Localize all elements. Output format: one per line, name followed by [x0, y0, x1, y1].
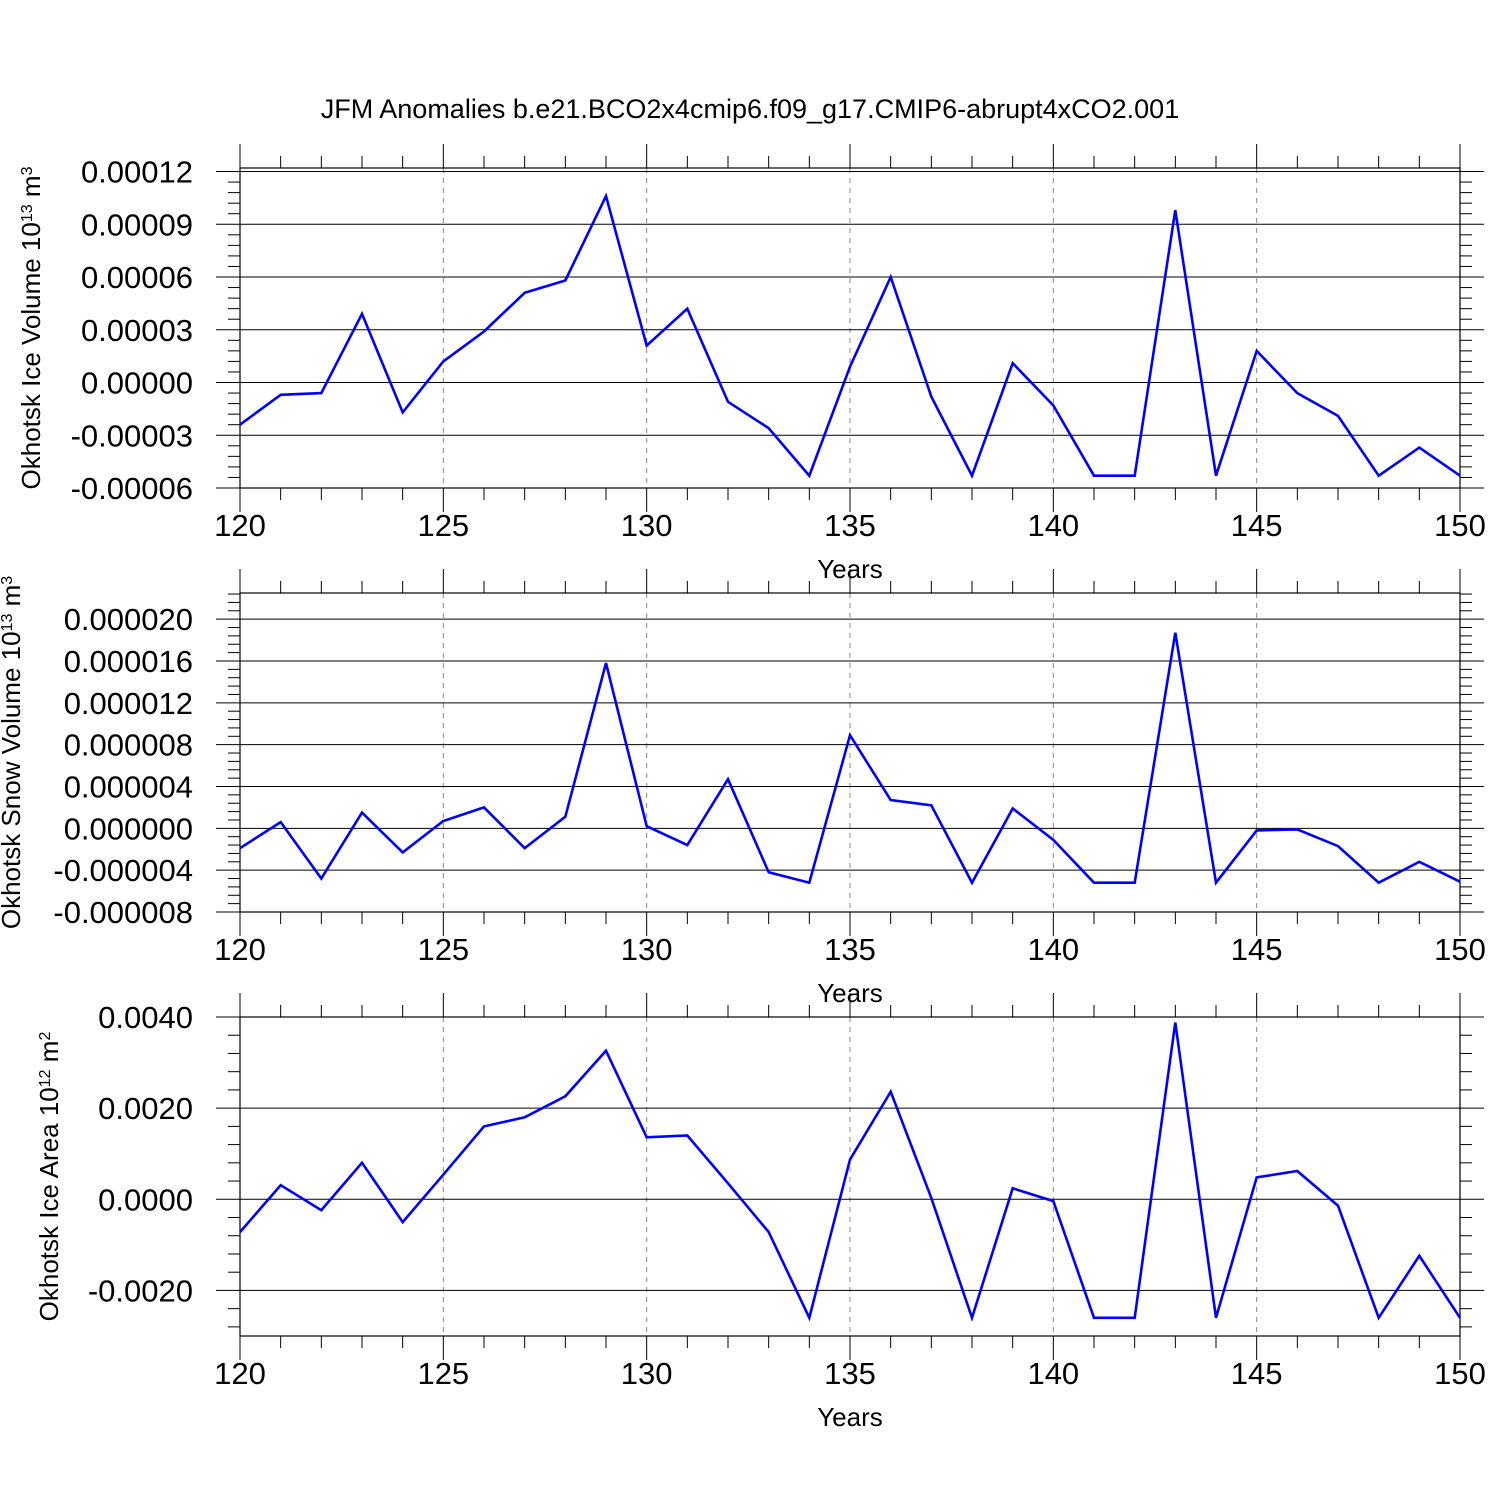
y-tick-label: 0.000008 — [64, 728, 193, 763]
x-tick-label: 130 — [621, 508, 673, 543]
chart-title: JFM Anomalies b.e21.BCO2x4cmip6.f09_g17.… — [321, 94, 1179, 124]
y-tick-label: 0.00012 — [81, 155, 193, 190]
y-axis-label-superscript: 13 — [0, 614, 16, 632]
y-tick-label: 0.00006 — [81, 260, 193, 295]
y-axis-label-part: m — [16, 175, 46, 204]
y-axis-label: Okhotsk Ice Volume 1013 m3 — [16, 166, 46, 489]
x-tick-label: 120 — [214, 932, 266, 967]
y-axis-label-part: m — [34, 1041, 64, 1070]
x-tick-label: 120 — [214, 1356, 266, 1391]
x-tick-label: 130 — [621, 932, 673, 967]
y-tick-label: 0.00000 — [81, 366, 193, 401]
x-tick-label: 150 — [1434, 508, 1486, 543]
y-tick-label: -0.0020 — [88, 1273, 193, 1308]
y-tick-label: 0.000004 — [64, 769, 193, 804]
y-axis-label-part: Okhotsk Ice Volume 10 — [16, 222, 46, 489]
y-tick-label: -0.000004 — [53, 853, 193, 888]
y-tick-label: 0.000020 — [64, 602, 193, 637]
y-tick-label: 0.0040 — [98, 1000, 193, 1035]
y-tick-label: -0.00006 — [71, 471, 193, 506]
x-tick-label: 140 — [1027, 932, 1079, 967]
y-axis-label-superscript: 3 — [0, 576, 16, 585]
y-tick-label: -0.000008 — [53, 895, 193, 930]
x-tick-label: 120 — [214, 508, 266, 543]
x-tick-label: 135 — [824, 932, 876, 967]
x-tick-label: 145 — [1231, 1356, 1283, 1391]
y-axis-label-part: Okhotsk Ice Area 10 — [34, 1087, 64, 1321]
x-axis-label: Years — [817, 1402, 883, 1432]
y-axis-label-superscript: 3 — [19, 166, 36, 175]
x-tick-label: 130 — [621, 1356, 673, 1391]
y-tick-label: 0.00003 — [81, 313, 193, 348]
panel-snow-volume: 0.000020 0.000016 0.000012 0.000008 0.000004… — [0, 569, 1486, 1008]
x-tick-label: 140 — [1027, 508, 1079, 543]
x-tick-label: 125 — [417, 508, 469, 543]
panel-ice-volume: 0.00012 0.00009 0.00006 0.00003 0.00000 -0.00… — [16, 144, 1486, 584]
y-tick-label: -0.00003 — [71, 418, 193, 453]
x-tick-label: 140 — [1027, 1356, 1079, 1391]
x-tick-label: 125 — [417, 932, 469, 967]
y-tick-label: 0.0000 — [98, 1182, 193, 1217]
y-tick-label: 0.00009 — [81, 207, 193, 242]
x-tick-label: 135 — [824, 508, 876, 543]
y-axis-label: Okhotsk Ice Area 1012 m2 — [34, 1032, 64, 1322]
y-axis-label-superscript: 12 — [37, 1069, 54, 1087]
y-axis-label-part: m — [0, 585, 26, 614]
y-tick-label: 0.000012 — [64, 686, 193, 721]
x-tick-label: 150 — [1434, 1356, 1486, 1391]
y-axis-label-superscript: 2 — [37, 1032, 54, 1041]
y-axis-label: Okhotsk Snow Volume 1013 m3 — [0, 576, 26, 929]
x-tick-label: 125 — [417, 1356, 469, 1391]
panel-ice-area: 0.0040 0.0020 0.0000 -0.0020 120 125 130 135 140… — [34, 993, 1486, 1432]
x-tick-label: 145 — [1231, 508, 1283, 543]
y-axis-label-part: Okhotsk Snow Volume 10 — [0, 631, 26, 929]
y-tick-label: 0.000016 — [64, 644, 193, 679]
x-tick-label: 145 — [1231, 932, 1283, 967]
x-tick-label: 135 — [824, 1356, 876, 1391]
y-tick-label: 0.000000 — [64, 811, 193, 846]
x-tick-label: 150 — [1434, 932, 1486, 967]
y-tick-label: 0.0020 — [98, 1091, 193, 1126]
y-axis-label-superscript: 13 — [19, 204, 36, 222]
